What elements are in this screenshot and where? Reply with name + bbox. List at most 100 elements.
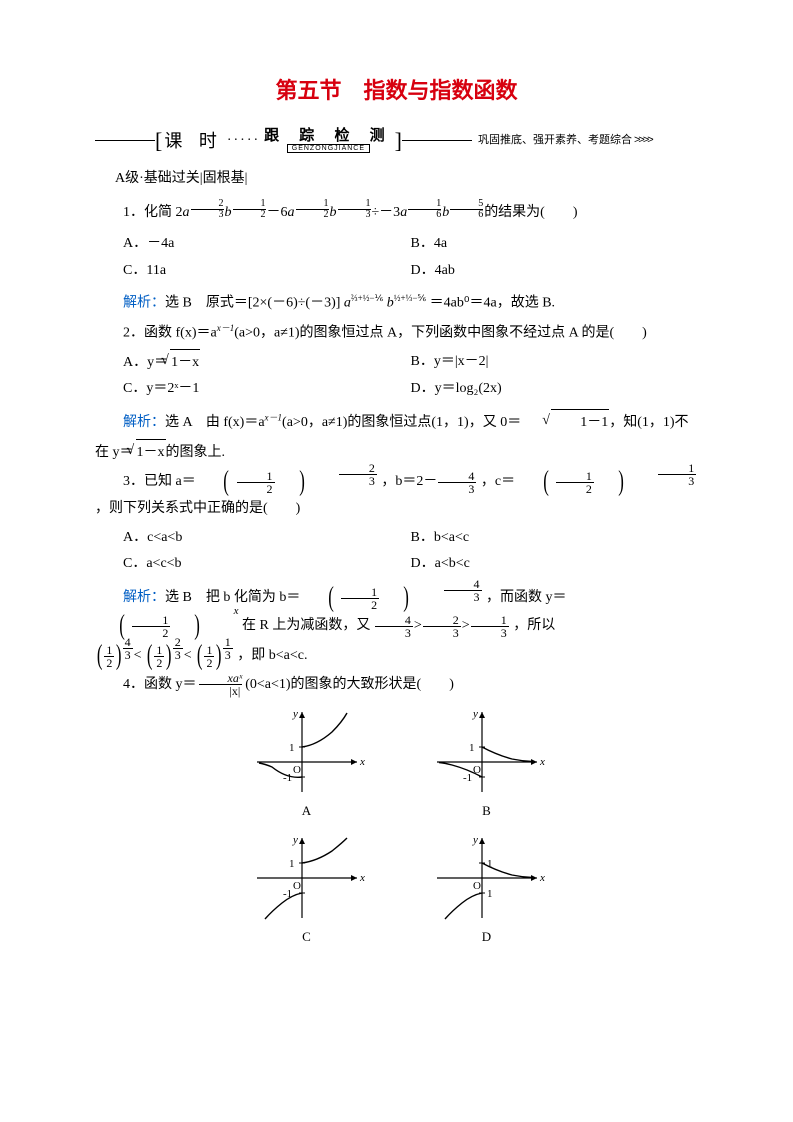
text: ，所以 [513, 618, 555, 633]
text: ，即 b<a<c. [237, 648, 307, 663]
exp: 12 [233, 199, 266, 220]
pick: 选 A [165, 415, 206, 430]
svg-text:y: y [292, 834, 298, 846]
paren-frac: (12)23 [199, 468, 378, 496]
graph-row-1: x y O 1 -1 A [247, 707, 547, 824]
paren-frac: (12)13 [519, 468, 698, 496]
svg-text:1: 1 [469, 742, 475, 754]
x-label: x [359, 756, 365, 768]
var: a [344, 296, 351, 311]
lesson-banner: [ 课 时 ····· 跟 踪 检 测 GENZONGJIANCE ] 巩固推底… [95, 126, 698, 156]
paren-frac: (12)43 [95, 642, 134, 670]
pick: 选 B [165, 590, 206, 605]
q1-answer: 解析：选 B 原式＝[2×(－6)÷(－3)] a⅔+½−⅙ b½+⅓−⅚ ＝4… [95, 290, 698, 317]
sqrt: 1－1 [521, 409, 609, 437]
pick: 选 B [165, 296, 206, 311]
svg-text:1: 1 [487, 888, 493, 900]
q2-options: A．y＝1－x B．y＝|x－2| C．y＝2ˣ－1 D．y＝log₂(2x) [95, 349, 698, 403]
opt-c: C．a<c<b [123, 551, 411, 578]
exp: ½+⅓−⅚ [394, 293, 426, 303]
opt-a: A．y＝1－x [123, 349, 411, 377]
graph-a-svg: x y O 1 -1 [247, 707, 367, 797]
q2-stem: 2．函数 f(x)＝ax－1(a>0，a≠1)的图象恒过点 A，下列函数中图象不… [95, 320, 698, 347]
exp: 13 [338, 199, 371, 220]
text: ＝4ab⁰＝4a，故选 B. [430, 296, 555, 311]
frac: 23 [423, 614, 461, 639]
var: a [400, 205, 407, 220]
keshi-label: 课 时 [162, 124, 225, 158]
graph-a-label: A [302, 799, 311, 824]
text: 4．函数 y＝ [123, 677, 197, 692]
opt-a: A．－4a [123, 231, 411, 258]
y-label: y [292, 708, 298, 720]
text: (a>0，a≠1)的图象恒过点 A，下列函数中图象不经过点 A 的是( ) [234, 325, 647, 340]
op: < [134, 648, 142, 663]
exp: x－1 [265, 412, 283, 422]
svg-text:-1: -1 [463, 772, 472, 784]
text: ，c＝ [481, 474, 515, 489]
page: 第五节 指数与指数函数 [ 课 时 ····· 跟 踪 检 测 GENZONGJ… [0, 0, 793, 990]
svg-text:-1: -1 [283, 888, 292, 900]
text: ，知(1，1)不 [609, 415, 688, 430]
svg-text:x: x [359, 872, 365, 884]
gzjc-py: GENZONGJIANCE [287, 144, 370, 153]
opt-b: B．y＝|x－2| [411, 349, 699, 377]
text: ，则下列关系式中正确的是( ) [95, 501, 300, 516]
graph-d-svg: x y O 1 1 [427, 833, 547, 923]
q4-stem: 4．函数 y＝xaˣ|x|(0<a<1)的图象的大致形状是( ) [95, 672, 698, 699]
q3-stem: 3．已知 a＝ (12)23 ，b＝2－43 ，c＝ (12)13 ，则下列关系… [95, 468, 698, 523]
exp: x－1 [217, 323, 235, 333]
tagline: 巩固推底、强开素养、考题综合 [472, 130, 632, 151]
tick-1: 1 [289, 742, 295, 754]
q1-stem: 1．化简 2a23b12－6a12b13÷－3a16b56的结果为( ) [95, 198, 698, 229]
text: 原式＝[2×(－6)÷(－3)] [206, 296, 341, 311]
svg-text:x: x [539, 756, 545, 768]
q3-options: A．c<a<b B．b<a<c C．a<c<b D．a<b<c [95, 525, 698, 578]
paren-frac: (12)x [95, 612, 239, 640]
dots: ····· [225, 128, 262, 155]
frac: xaˣ|x| [198, 672, 245, 697]
svg-text:y: y [472, 834, 478, 846]
answer-label: 解析： [123, 415, 165, 430]
q4-graphs: x y O 1 -1 A [95, 707, 698, 950]
text: －6 [267, 205, 288, 220]
var: b [330, 205, 337, 220]
var: b [387, 296, 394, 311]
frac: 43 [375, 614, 413, 639]
level-line: A级·基础过关|固根基| [95, 166, 698, 193]
rule [402, 140, 472, 141]
origin-label: O [293, 764, 301, 776]
gzjc-zh: 跟 踪 检 测 [264, 128, 393, 143]
text: (0<a<1)的图象的大致形状是( ) [245, 677, 454, 692]
svg-text:y: y [472, 708, 478, 720]
q3-answer-line2: (12)43< (12)23< (12)13 ，即 b<a<c. [95, 642, 698, 670]
frac: 13 [471, 614, 509, 639]
graph-c-label: C [302, 925, 311, 950]
text: 的结果为( ) [484, 205, 577, 220]
exp: 12 [296, 199, 329, 220]
svg-text:1: 1 [289, 858, 295, 870]
text: 在 R 上为减函数，又 [242, 618, 370, 633]
svg-text:O: O [473, 880, 481, 892]
graph-b: x y O 1 -1 B [427, 707, 547, 824]
frac: 43 [438, 470, 476, 495]
text: 的图象上. [166, 445, 226, 460]
rule [95, 140, 155, 141]
section-title: 第五节 指数与指数函数 [95, 70, 698, 112]
graph-d: x y O 1 1 D [427, 833, 547, 950]
graph-b-label: B [482, 799, 491, 824]
graph-c-svg: x y O 1 -1 [247, 833, 367, 923]
text: ，而函数 y＝ [486, 590, 567, 605]
gzjc-box: 跟 踪 检 测 GENZONGJIANCE [262, 128, 395, 153]
tick-neg1: -1 [283, 772, 292, 784]
opt-a: A．c<a<b [123, 525, 411, 552]
svg-text:1: 1 [487, 858, 493, 870]
q3-answer: 解析：选 B 把 b 化简为 b＝ (12)43 ，而函数 y＝ (12)x 在… [95, 584, 698, 640]
graph-c: x y O 1 -1 C [247, 833, 367, 950]
var: b [225, 205, 232, 220]
svg-text:O: O [293, 880, 301, 892]
text: 由 f(x)＝a [206, 415, 265, 430]
text: 把 b 化简为 b＝ [206, 590, 301, 605]
op: > [414, 618, 422, 633]
opt-d: D．4ab [411, 258, 699, 285]
